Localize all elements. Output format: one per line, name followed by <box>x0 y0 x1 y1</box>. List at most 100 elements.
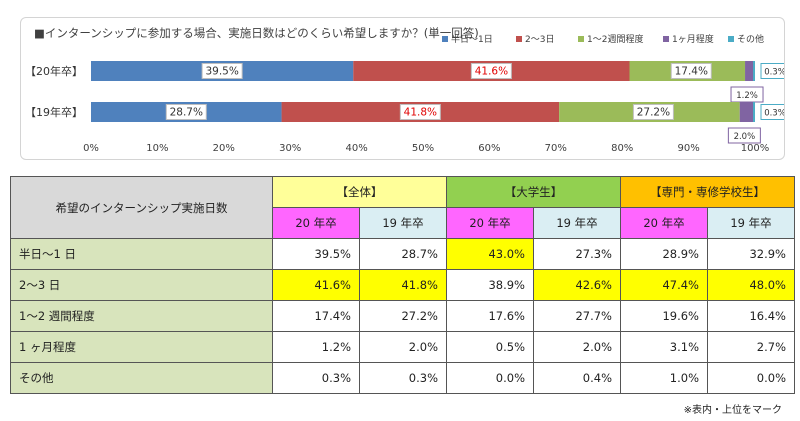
x-tick-label: 50% <box>412 143 434 154</box>
table-cell: 0.4% <box>533 362 621 394</box>
legend-swatch <box>578 36 584 42</box>
chart-panel: ■インターンシップに参加する場合、実施日数はどのくらい希望しますか？(単一回答)… <box>20 17 785 160</box>
bar-segment <box>753 61 755 81</box>
table-cell: 39.5% <box>272 238 360 270</box>
table-row: 1 ヶ月程度 1.2% 2.0% 0.5% 2.0% 3.1% 2.7% <box>10 331 795 363</box>
x-tick-label: 60% <box>478 143 500 154</box>
row-label: 1～2 週間程度 <box>10 300 273 332</box>
table-cell: 41.8% <box>359 269 447 301</box>
table-cell: 1.2% <box>272 331 360 363</box>
table-cell: 0.3% <box>359 362 447 394</box>
table-row: 1～2 週間程度 17.4% 27.2% 17.6% 27.7% 19.6% 16.4% <box>10 300 795 332</box>
table-row: その他 0.3% 0.3% 0.0% 0.4% 1.0% 0.0% <box>10 362 795 394</box>
table-cell: 41.6% <box>272 269 360 301</box>
table-cell: 47.4% <box>620 269 708 301</box>
bar-segment <box>745 61 754 81</box>
category-label: 【20年卒】 <box>25 64 83 78</box>
table-cell: 42.6% <box>533 269 621 301</box>
legend-swatch <box>728 36 734 42</box>
table-cell: 48.0% <box>707 269 795 301</box>
data-label: 28.7% <box>170 107 203 119</box>
legend-swatch <box>516 36 522 42</box>
table-cell: 28.7% <box>359 238 447 270</box>
table-row: 2～3 日 41.6% 41.8% 38.9% 42.6% 47.4% 48.0% <box>10 269 795 301</box>
corner-label: 希望のインターンシップ実施日数 <box>10 176 273 239</box>
data-label-box <box>632 104 674 120</box>
year-header-row: 20 年卒 19 年卒 20 年卒 19 年卒 20 年卒 19 年卒 <box>11 207 795 239</box>
data-label: 0.3% <box>764 68 784 78</box>
table-cell: 17.6% <box>446 300 534 332</box>
year-header: 20 年卒 <box>620 207 708 239</box>
x-tick-label: 80% <box>611 143 633 154</box>
table-cell: 1.0% <box>620 362 708 394</box>
table-cell: 3.1% <box>620 331 708 363</box>
group-university: 【大学生】 <box>446 176 621 208</box>
table-cell: 0.0% <box>446 362 534 394</box>
legend-swatch <box>442 36 448 42</box>
year-header: 20 年卒 <box>272 207 360 239</box>
table-cell: 17.4% <box>272 300 360 332</box>
x-tick-label: 10% <box>146 143 168 154</box>
year-header: 19 年卒 <box>707 207 795 239</box>
table-cell: 16.4% <box>707 300 795 332</box>
data-label: 39.5% <box>205 66 238 78</box>
legend-label: 1ヶ月程度 <box>672 33 714 45</box>
x-tick-label: 40% <box>345 143 367 154</box>
table-cell: 32.9% <box>707 238 795 270</box>
data-label: 0.3% <box>764 109 784 119</box>
table-cell: 19.6% <box>620 300 708 332</box>
x-tick-label: 0% <box>83 143 99 154</box>
table-cell: 0.5% <box>446 331 534 363</box>
year-header: 20 年卒 <box>446 207 534 239</box>
category-label: 【19年卒】 <box>25 105 83 119</box>
table-cell: 27.2% <box>359 300 447 332</box>
x-tick-label: 30% <box>279 143 301 154</box>
data-label: 41.8% <box>404 107 437 119</box>
row-label: 半日～1 日 <box>10 238 273 270</box>
legend-label: その他 <box>737 33 764 45</box>
data-label: 27.2% <box>637 107 670 119</box>
data-label: 17.4% <box>675 66 708 78</box>
stacked-bar-chart: 半日～1日 2～3日 1～2週間程度 1ヶ月程度 その他【20年卒】【19年卒】 0% 10… <box>25 33 784 154</box>
data-label: 41.6% <box>475 66 508 78</box>
data-label-box <box>470 63 512 79</box>
data-label-box <box>201 63 243 79</box>
data-label-box <box>760 104 784 120</box>
group-all: 【全体】 <box>272 176 447 208</box>
legend-swatch <box>663 36 669 42</box>
bar-segment <box>753 102 755 122</box>
table-cell: 28.9% <box>620 238 708 270</box>
table-cell: 2.0% <box>533 331 621 363</box>
data-label-box <box>399 104 441 120</box>
year-header: 19 年卒 <box>533 207 621 239</box>
legend-label: 2～3日 <box>525 34 554 45</box>
bar-segment <box>739 102 754 122</box>
table-cell: 2.0% <box>359 331 447 363</box>
group-header-row: 希望のインターンシップ実施日数 【全体】 【大学生】 【専門・専修学校生】 <box>10 176 795 239</box>
table-cell: 38.9% <box>446 269 534 301</box>
row-label: 1 ヶ月程度 <box>10 331 273 363</box>
data-label-box <box>670 63 712 79</box>
data-label: 1.2% <box>736 91 758 101</box>
table-row: 半日～1 日 39.5% 28.7% 43.0% 27.3% 28.9% 32.9% <box>10 238 795 270</box>
legend-label: 半日～1日 <box>451 33 493 45</box>
group-vocational: 【専門・専修学校生】 <box>620 176 795 208</box>
table-cell: 27.3% <box>533 238 621 270</box>
x-tick-label: 70% <box>545 143 567 154</box>
x-tick-label: 90% <box>677 143 699 154</box>
data-label-box <box>727 127 761 144</box>
table-cell: 43.0% <box>446 238 534 270</box>
x-tick-label: 20% <box>213 143 235 154</box>
table-cell: 27.7% <box>533 300 621 332</box>
results-table: 希望のインターンシップ実施日数 【全体】 【大学生】 【専門・専修学校生】 20… <box>10 176 795 394</box>
data-label: 2.0% <box>734 132 756 142</box>
row-label: その他 <box>10 362 273 394</box>
footnote: ※表内・上位をマーク <box>683 405 782 416</box>
row-label: 2～3 日 <box>10 269 273 301</box>
table-cell: 0.3% <box>272 362 360 394</box>
year-header: 19 年卒 <box>359 207 447 239</box>
x-tick-label: 100% <box>741 143 770 154</box>
table-cell: 2.7% <box>707 331 795 363</box>
chart-title: ■インターンシップに参加する場合、実施日数はどのくらい希望しますか？(単一回答) <box>34 26 479 40</box>
table-cell: 0.0% <box>707 362 795 394</box>
